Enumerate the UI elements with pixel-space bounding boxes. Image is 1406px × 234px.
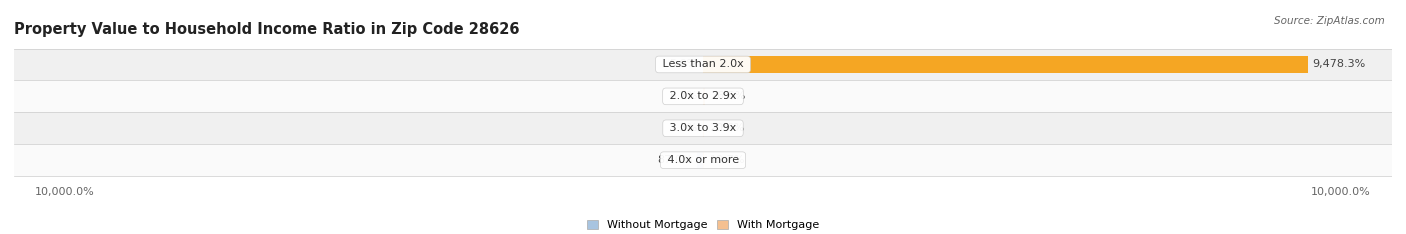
Text: 87.0%: 87.0% xyxy=(657,155,692,165)
Text: Source: ZipAtlas.com: Source: ZipAtlas.com xyxy=(1274,16,1385,26)
Text: Less than 2.0x: Less than 2.0x xyxy=(659,59,747,69)
Bar xyxy=(0,48,1406,80)
Legend: Without Mortgage, With Mortgage: Without Mortgage, With Mortgage xyxy=(588,220,818,230)
Bar xyxy=(0,80,1406,112)
Bar xyxy=(0,144,1406,176)
Text: 19.7%: 19.7% xyxy=(710,155,745,165)
Text: 6.7%: 6.7% xyxy=(669,91,697,101)
Bar xyxy=(703,56,1308,73)
Text: 9,478.3%: 9,478.3% xyxy=(1313,59,1367,69)
Text: 4.0x or more: 4.0x or more xyxy=(664,155,742,165)
Text: Property Value to Household Income Ratio in Zip Code 28626: Property Value to Household Income Ratio… xyxy=(14,22,520,37)
Text: 5.0%: 5.0% xyxy=(669,59,697,69)
Text: 1.3%: 1.3% xyxy=(669,123,697,133)
Bar xyxy=(0,112,1406,144)
Bar xyxy=(703,88,704,105)
Text: 2.0x to 2.9x: 2.0x to 2.9x xyxy=(666,91,740,101)
Text: 20.6%: 20.6% xyxy=(710,123,745,133)
Bar xyxy=(697,152,703,168)
Text: 3.0x to 3.9x: 3.0x to 3.9x xyxy=(666,123,740,133)
Text: 26.5%: 26.5% xyxy=(710,91,745,101)
